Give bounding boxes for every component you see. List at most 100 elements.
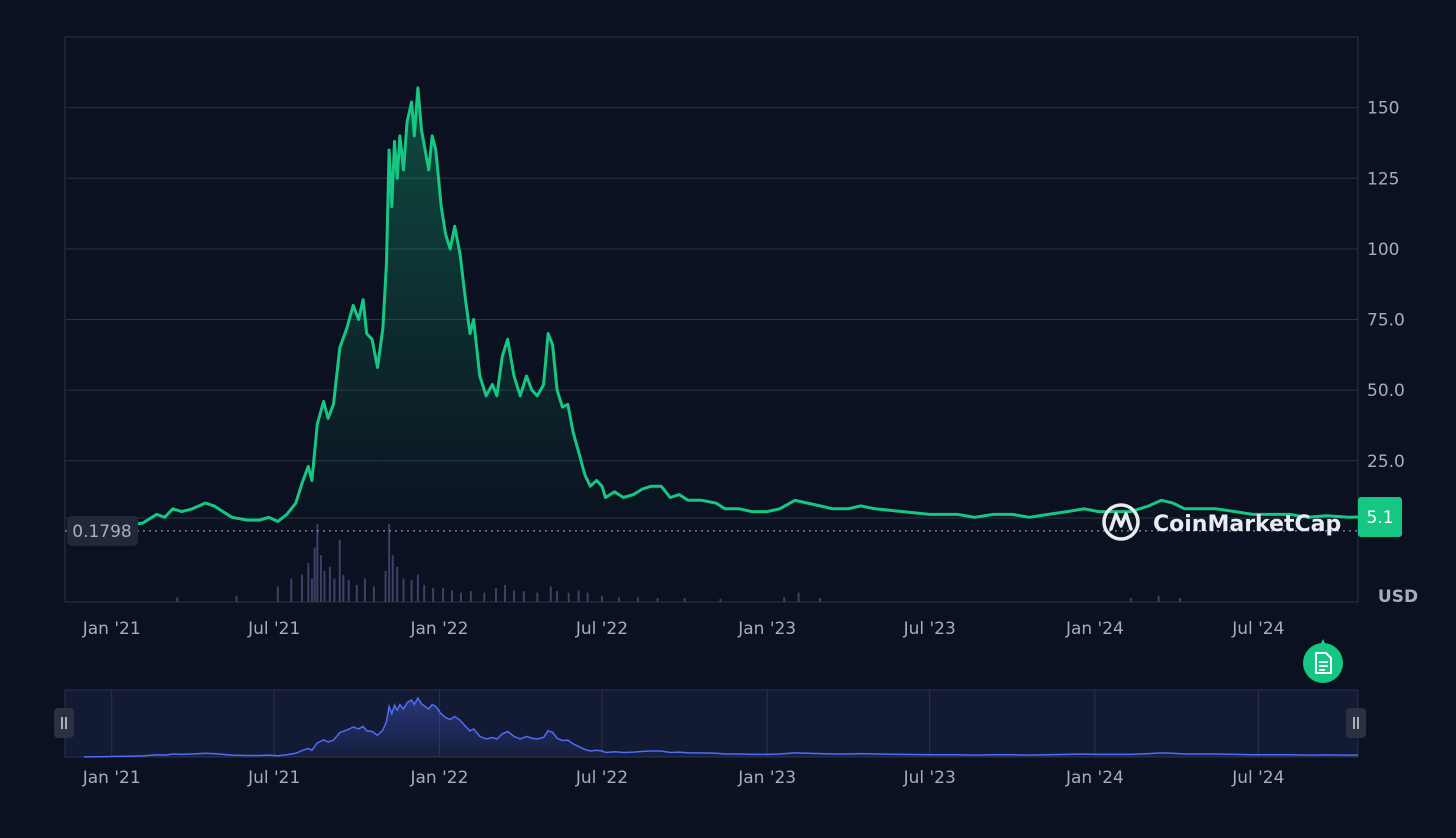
volume-bar xyxy=(432,587,435,602)
navigator-grid xyxy=(111,690,1259,757)
document-icon xyxy=(1315,652,1332,674)
volume-bar xyxy=(323,570,326,602)
volume-bar xyxy=(567,592,570,602)
x-tick-label: Jan '22 xyxy=(409,619,468,639)
x-axis-labels: Jan '21 Jul '21 Jan '22 Jul '22 Jan '23 Jul '… xyxy=(82,619,1285,639)
navigator-x-tick-label: Jan '21 xyxy=(82,768,141,788)
volume-bar xyxy=(310,578,313,602)
navigator-x-tick-label: Jul '22 xyxy=(575,768,628,788)
volume-bar xyxy=(176,597,179,602)
start-price-value: 0.1798 xyxy=(72,522,131,542)
y-tick-label: 150 xyxy=(1367,99,1399,119)
grid-lines xyxy=(65,107,1358,462)
volume-bar xyxy=(410,580,413,602)
volume-bar xyxy=(342,574,345,602)
x-tick-label: Jul '23 xyxy=(903,619,956,639)
volume-bar xyxy=(363,578,366,602)
volume-bar xyxy=(503,584,506,602)
volume-bar xyxy=(451,590,454,602)
brand-name: CoinMarketCap xyxy=(1153,512,1341,537)
volume-bars xyxy=(176,524,1182,602)
volume-bar xyxy=(402,578,405,602)
volume-bar xyxy=(495,587,497,602)
price-line[interactable] xyxy=(83,86,1359,533)
volume-bar xyxy=(1129,598,1132,602)
volume-bar xyxy=(416,574,419,602)
volume-bar xyxy=(512,590,515,602)
volume-bar xyxy=(338,539,341,602)
volume-bar xyxy=(719,598,722,602)
x-tick-label: Jan '23 xyxy=(737,619,796,639)
navigator-x-tick-label: Jul '24 xyxy=(1231,768,1284,788)
volume-bar xyxy=(556,591,559,602)
volume-bar xyxy=(307,563,310,602)
navigator-x-tick-label: Jan '23 xyxy=(737,768,796,788)
volume-bar xyxy=(355,584,358,602)
volume-bar xyxy=(313,547,316,602)
y-tick-label: 50.0 xyxy=(1367,381,1405,401)
navigator-right-handle[interactable] xyxy=(1346,708,1366,738)
volume-bar xyxy=(301,574,304,602)
volume-bar xyxy=(384,570,387,602)
volume-bar xyxy=(423,584,426,602)
volume-bar xyxy=(549,586,552,602)
x-tick-label: Jan '24 xyxy=(1065,619,1124,639)
navigator-line xyxy=(83,696,1358,758)
navigator-left-handle[interactable] xyxy=(54,708,74,738)
range-navigator[interactable] xyxy=(54,689,1366,758)
volume-bar xyxy=(522,591,525,602)
volume-bar xyxy=(372,586,375,602)
volume-bar xyxy=(396,566,399,602)
volume-bar xyxy=(316,524,319,602)
x-tick-label: Jul '24 xyxy=(1231,619,1284,639)
navigator-x-tick-label: Jan '24 xyxy=(1065,768,1124,788)
coinmarketcap-watermark: CoinMarketCap xyxy=(1102,503,1341,541)
current-price-badge: 5.1 xyxy=(1358,496,1402,537)
volume-bar xyxy=(469,591,472,602)
volume-bar xyxy=(586,592,589,602)
volume-bar xyxy=(328,566,331,602)
volume-bar xyxy=(276,586,279,602)
y-axis-labels: 25.0 50.0 75.0 100 125 150 xyxy=(1367,99,1405,472)
y-tick-label: 75.0 xyxy=(1367,311,1405,331)
pause-bars-icon xyxy=(1353,717,1359,729)
volume-bar xyxy=(636,597,639,602)
volume-bar xyxy=(656,598,659,602)
volume-bar xyxy=(797,592,800,602)
navigator-area xyxy=(83,698,1358,757)
volume-bar xyxy=(683,598,686,602)
volume-bar xyxy=(783,597,786,602)
navigator-x-tick-label: Jan '22 xyxy=(409,768,468,788)
volume-bar xyxy=(819,598,822,602)
volume-bar xyxy=(618,597,621,602)
volume-bar xyxy=(290,578,293,602)
currency-label: USD xyxy=(1378,587,1418,607)
volume-bar xyxy=(333,578,336,602)
volume-bar xyxy=(459,592,462,602)
volume-bar xyxy=(577,590,580,602)
start-price-label: 0.1798 xyxy=(67,515,138,546)
navigator-x-tick-label: Jul '21 xyxy=(247,768,300,788)
y-tick-label: 125 xyxy=(1367,169,1399,189)
coinmarketcap-logo-icon xyxy=(1102,503,1140,541)
navigator-x-axis-labels: Jan '21 Jul '21 Jan '22 Jul '22 Jan '23 Jul '… xyxy=(82,768,1285,788)
pause-bars-icon xyxy=(61,717,67,729)
volume-bar xyxy=(388,524,391,602)
volume-bar xyxy=(1179,598,1182,602)
report-button[interactable] xyxy=(1303,639,1343,683)
x-tick-label: Jul '21 xyxy=(247,619,300,639)
volume-bar xyxy=(600,595,603,602)
volume-bar xyxy=(319,555,322,602)
navigator-frame xyxy=(64,689,1359,758)
volume-bar xyxy=(442,587,445,602)
y-tick-label: 100 xyxy=(1367,240,1399,260)
volume-bar xyxy=(347,580,350,602)
x-tick-label: Jul '22 xyxy=(575,619,628,639)
y-tick-label: 25.0 xyxy=(1367,452,1405,472)
price-area xyxy=(83,87,1358,531)
volume-bar xyxy=(235,595,238,602)
volume-bar xyxy=(536,592,539,602)
current-price-value: 5.1 xyxy=(1366,508,1393,528)
